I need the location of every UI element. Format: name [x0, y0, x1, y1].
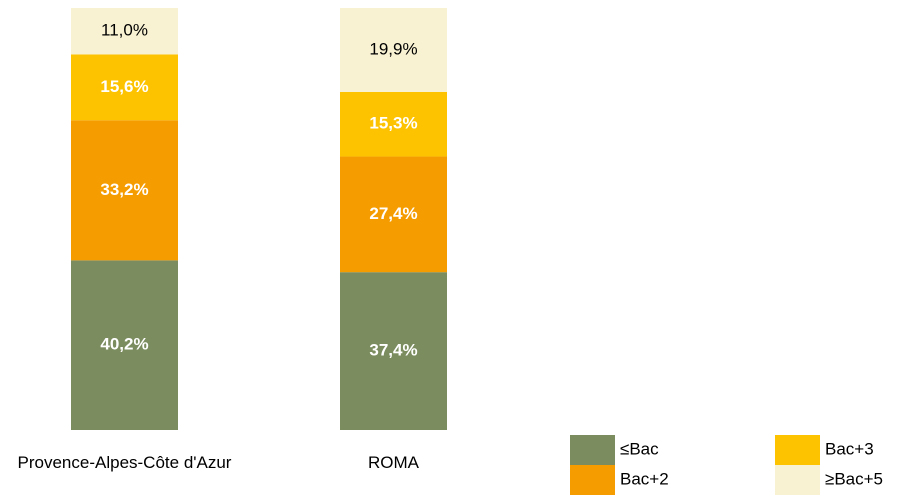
legend-label: Bac+3: [825, 439, 874, 458]
data-label: 15,6%: [100, 77, 148, 96]
data-label: 33,2%: [100, 180, 148, 199]
data-label: 15,3%: [369, 114, 417, 133]
legend-label: ≥Bac+5: [825, 469, 883, 488]
x-tick-label: ROMA: [368, 453, 419, 472]
bar-segment: [71, 8, 178, 55]
bar-segment: [340, 156, 447, 273]
data-label: 11,0%: [101, 21, 148, 40]
legend-label: ≤Bac: [620, 439, 659, 458]
bar-segment: [340, 8, 447, 92]
legend-swatch: [570, 465, 615, 495]
data-label: 27,4%: [369, 204, 417, 223]
bar-segment: [340, 91, 447, 157]
bar-segment: [71, 54, 178, 121]
bar-segment: [71, 120, 178, 261]
data-label: 19,9%: [369, 39, 417, 58]
legend-swatch: [775, 435, 820, 465]
data-label: 37,4%: [369, 341, 417, 360]
bar-segment: [340, 272, 447, 430]
legend-swatch: [570, 435, 615, 465]
x-tick-label: Provence-Alpes-Côte d'Azur: [17, 453, 232, 472]
legend-label: Bac+2: [620, 469, 669, 488]
data-label: 40,2%: [100, 335, 148, 354]
legend-swatch: [775, 465, 820, 495]
bar-segment: [71, 260, 178, 430]
